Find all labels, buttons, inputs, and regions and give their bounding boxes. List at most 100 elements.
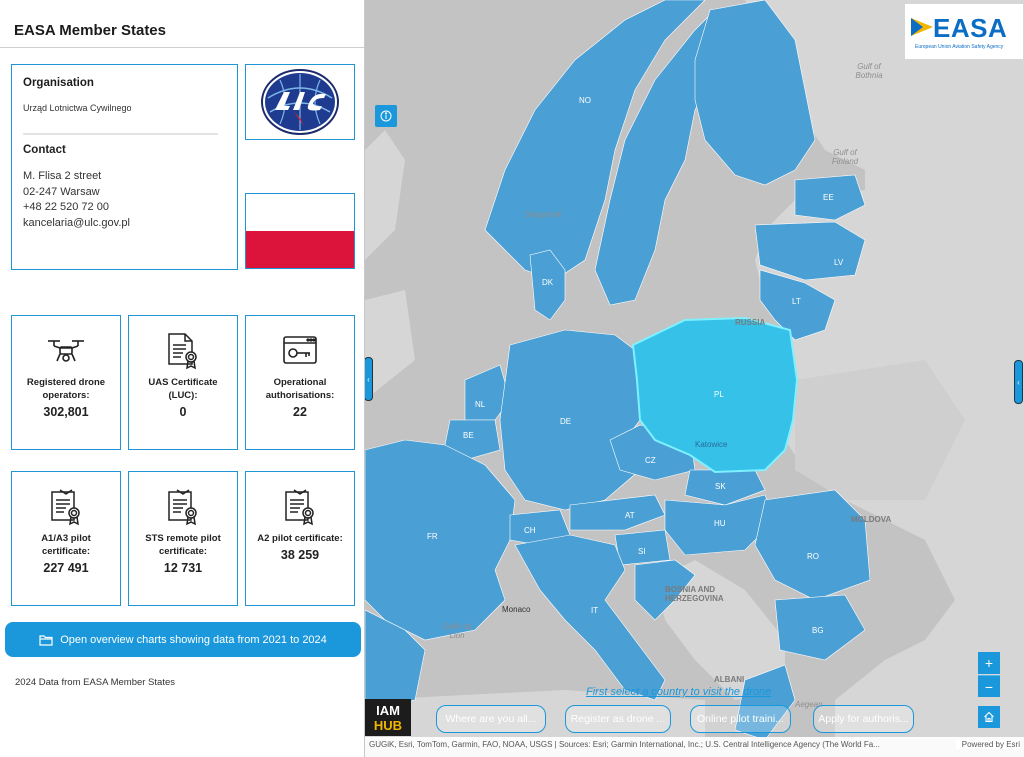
certificate-document-icon [165, 332, 201, 370]
chip-where-are-you[interactable]: Where are you all... [436, 705, 546, 733]
map-label-bosnia: BOSNIA AND HERZEGOVINA [665, 585, 724, 603]
map-label-gulf-of-bothnia: Gulf of Bothnia [855, 62, 883, 80]
stat-card-sts-certificate: STS remote pilot certificate: 12 731 [128, 471, 238, 606]
country-france [365, 439, 516, 641]
contact-city: 02-247 Warsaw [23, 185, 100, 198]
map-label-si: SI [638, 547, 646, 556]
map-label-monaco: Monaco [502, 605, 531, 614]
map-label-albania: ALBANI [714, 675, 745, 684]
home-icon [984, 711, 994, 723]
map-label-sk: SK [715, 482, 726, 491]
pilot-certificate-icon [282, 488, 318, 526]
info-button[interactable] [375, 105, 397, 127]
svg-text:HUB: HUB [374, 718, 402, 733]
zoom-out-button[interactable]: − [978, 675, 1000, 697]
country-flag [245, 193, 355, 269]
country-belgium [444, 419, 501, 461]
map-label-at: AT [625, 511, 635, 520]
open-overview-charts-button[interactable]: Open overview charts showing data from 2… [5, 622, 361, 657]
map-label-ch: CH [524, 526, 536, 535]
open-overview-charts-label: Open overview charts showing data from 2… [60, 633, 327, 646]
country-spain [365, 609, 426, 711]
chip-apply-authorisation[interactable]: Apply for authoris... [813, 705, 914, 733]
organisation-card: Organisation Urząd Lotnictwa Cywilnego C… [11, 64, 238, 270]
europe-map[interactable] [365, 0, 1024, 757]
country-italy [514, 534, 666, 701]
map-label-golfe-du-lion: Golfe du Lion [441, 622, 473, 640]
map-label-it: IT [591, 606, 599, 615]
expand-panel-handle[interactable]: ‹ [1014, 360, 1023, 404]
iam-hub-logo[interactable]: IAM HUB [365, 699, 411, 736]
contact-address: M. Flisa 2 street [23, 170, 102, 182]
flag-white-stripe [246, 194, 354, 231]
map-hint-text: First select a country to visit the dron… [586, 686, 772, 698]
contact-phone: +48 22 520 72 00 [23, 201, 109, 213]
map-label-ee: EE [823, 193, 834, 202]
zoom-in-button[interactable]: + [978, 652, 1000, 674]
land-balkans [655, 560, 785, 700]
page-title: EASA Member States [0, 0, 364, 48]
stat-card-registered-operators: Registered drone operators: 302,801 [11, 315, 121, 450]
map-label-russia: RUSSIA [735, 318, 766, 327]
map-label-aegean: Aegean [795, 700, 823, 709]
stat-value: 302,801 [43, 405, 89, 419]
country-greece [734, 664, 796, 741]
stat-label: Registered drone operators: [26, 377, 106, 401]
map-label-lv: LV [834, 258, 844, 267]
map-label-be: BE [463, 431, 474, 440]
land-ukraine-east [795, 360, 965, 500]
map-label-lt: LT [792, 297, 801, 306]
map-label-de: DE [560, 417, 572, 426]
organisation-name: Urząd Lotnictwa Cywilnego [23, 103, 132, 113]
map-label-dk: DK [542, 278, 554, 287]
country-finland [694, 0, 816, 186]
map-label-skagerrak: Skagerrak [525, 210, 562, 219]
chip-online-pilot-training[interactable]: Online pilot traini... [690, 705, 791, 733]
country-austria [569, 494, 666, 531]
map-label-cz: CZ [645, 456, 656, 465]
stat-value: 38 259 [280, 548, 320, 562]
easa-wordmark: EASA [933, 13, 1008, 43]
flag-red-stripe [246, 231, 354, 268]
country-latvia [754, 221, 866, 281]
stat-value: 227 491 [43, 561, 89, 575]
map-view[interactable]: NO EE LV LT DK PL NL BE DE CZ SK AT HU C… [365, 0, 1024, 757]
contact-email[interactable]: kancelaria@ulc.gov.pl [23, 216, 130, 229]
map-label-ro: RO [807, 552, 819, 561]
divider [23, 133, 218, 135]
easa-subtitle: European Union Aviation Safety Agency [915, 44, 1004, 50]
info-icon [380, 110, 392, 122]
country-croatia [634, 559, 696, 621]
iam-hub-logo-graphic: IAM HUB [365, 699, 411, 736]
data-footnote: 2024 Data from EASA Member States [15, 677, 175, 688]
chip-register-drone[interactable]: Register as drone ... [565, 705, 671, 733]
map-attribution: GUGiK, Esri, TomTom, Garmin, FAO, NOAA, … [365, 737, 1024, 757]
sidebar-panel: EASA Member States Organisation Urząd Lo… [0, 0, 365, 757]
country-romania [754, 489, 871, 601]
land-uk [365, 130, 405, 260]
authority-logo-card [245, 64, 355, 140]
pilot-certificate-icon [48, 488, 84, 526]
stat-card-operational-authorisations: Operational authorisations: 22 [245, 315, 355, 450]
stat-value: 0 [179, 405, 187, 419]
country-poland-selected [631, 316, 799, 474]
stat-label: STS remote pilot certificate: [145, 533, 221, 557]
stat-label: A2 pilot certificate: [257, 533, 343, 544]
home-extent-button[interactable] [978, 706, 1000, 728]
map-label-no: NO [579, 96, 591, 105]
easa-emblem-icon [911, 18, 933, 36]
stat-label: A1/A3 pilot certificate: [41, 533, 91, 557]
svg-text:IAM: IAM [376, 703, 400, 718]
map-label-pl: PL [714, 390, 724, 399]
powered-by-esri[interactable]: Powered by Esri [955, 740, 1020, 749]
contact-details: M. Flisa 2 street 02-247 Warsaw +48 22 5… [23, 169, 226, 231]
map-label-katowice: Katowice [695, 440, 728, 449]
map-label-nl: NL [475, 400, 486, 409]
pilot-certificate-icon [165, 488, 201, 526]
map-label-moldova: MOLDOVA [851, 515, 892, 524]
country-bulgaria [774, 594, 866, 661]
organisation-heading: Organisation [23, 77, 94, 89]
collapse-sidebar-handle[interactable]: ‹ [365, 357, 373, 401]
stat-card-a2-certificate: A2 pilot certificate: 38 259 [245, 471, 355, 606]
